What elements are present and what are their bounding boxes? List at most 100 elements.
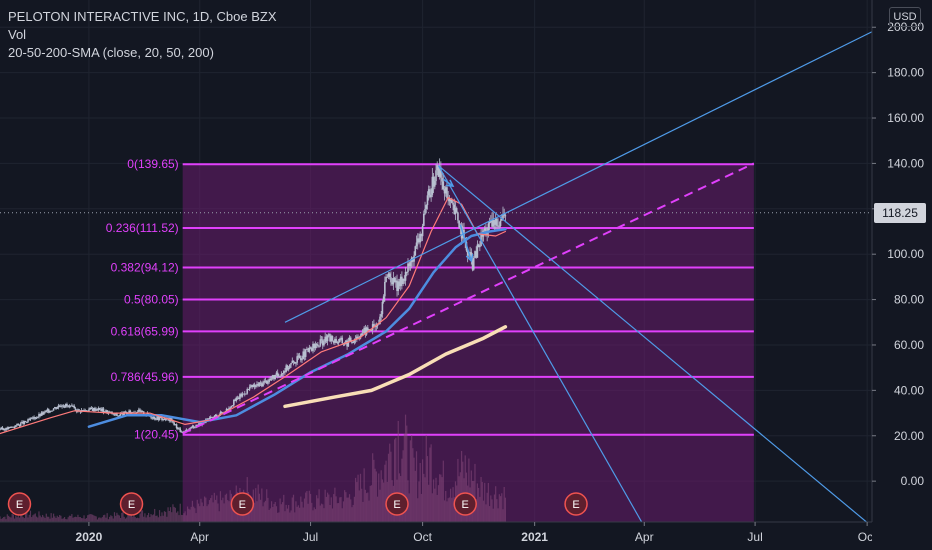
time-axis-label: Jul bbox=[303, 530, 318, 544]
volume-bar bbox=[118, 515, 120, 522]
volume-bar bbox=[393, 439, 396, 522]
earnings-marker[interactable]: E bbox=[119, 492, 144, 516]
volume-bar bbox=[462, 461, 464, 522]
volume-bar bbox=[311, 502, 313, 522]
volume-bar bbox=[17, 513, 19, 522]
volume-bar bbox=[207, 504, 209, 522]
candle-body bbox=[237, 397, 240, 399]
volume-bar bbox=[328, 494, 330, 522]
volume-bar bbox=[307, 503, 309, 522]
earnings-badge[interactable] bbox=[564, 492, 588, 516]
candle-body bbox=[208, 418, 211, 420]
time-axis[interactable]: 2020 Apr Jul Oct 2021 Apr Jul Oct bbox=[0, 521, 932, 550]
trendline[interactable] bbox=[438, 165, 873, 528]
candle-body bbox=[303, 351, 306, 357]
volume-bar bbox=[117, 514, 119, 522]
volume-bar bbox=[156, 515, 158, 522]
drawn-trendlines[interactable] bbox=[182, 31, 873, 528]
candle-body bbox=[449, 199, 452, 202]
volume-bar bbox=[229, 490, 231, 522]
volume-bar bbox=[160, 516, 162, 522]
earnings-marker[interactable]: E bbox=[453, 492, 477, 516]
earnings-marker[interactable]: E bbox=[230, 492, 255, 516]
volume-bar bbox=[55, 517, 57, 522]
earnings-badge[interactable] bbox=[453, 492, 477, 516]
price-axis[interactable]: 200.00180.00160.00140.00120.00100.0080.0… bbox=[871, 0, 932, 550]
volume-indicator-label[interactable]: Vol bbox=[8, 27, 27, 42]
volume-bar bbox=[297, 505, 299, 522]
volume-bar bbox=[474, 463, 476, 522]
candle-body bbox=[25, 421, 28, 423]
earnings-badge[interactable] bbox=[230, 492, 255, 516]
volume-bar bbox=[35, 516, 38, 522]
candle-body bbox=[502, 213, 504, 219]
arrow-line[interactable] bbox=[459, 224, 473, 262]
candle-body bbox=[194, 426, 196, 428]
volume-bar bbox=[319, 505, 321, 522]
volume-bar bbox=[261, 488, 263, 522]
volume-bar bbox=[279, 498, 281, 522]
candle-body bbox=[291, 360, 294, 363]
volume-bar bbox=[323, 508, 325, 522]
earnings-badge[interactable] bbox=[7, 492, 32, 516]
candle-body bbox=[257, 384, 259, 386]
volume-bar bbox=[290, 510, 292, 522]
volume-bar bbox=[38, 511, 40, 522]
currency-button[interactable]: USD bbox=[889, 7, 921, 27]
chart-title[interactable]: PELOTON INTERACTIVE INC, 1D, Cboe BZX bbox=[8, 9, 277, 24]
volume-bar bbox=[146, 515, 148, 522]
candle-body bbox=[200, 422, 202, 425]
candle-body bbox=[19, 423, 22, 426]
dashed-trendline[interactable] bbox=[182, 162, 755, 435]
candle-body bbox=[28, 419, 31, 421]
earnings-badge[interactable] bbox=[119, 492, 144, 516]
trendline[interactable] bbox=[437, 165, 645, 527]
candle-body bbox=[174, 424, 177, 426]
earnings-marker[interactable]: E bbox=[7, 492, 32, 516]
candle-body bbox=[503, 213, 506, 216]
volume-bar bbox=[163, 511, 166, 522]
volume-bar bbox=[341, 508, 343, 522]
candle-body bbox=[49, 410, 51, 413]
candle-body bbox=[51, 410, 54, 412]
volume-bar bbox=[138, 518, 140, 522]
candle-body bbox=[499, 220, 502, 226]
volume-bar bbox=[178, 515, 180, 522]
candle-body bbox=[347, 340, 350, 347]
candle-body bbox=[21, 421, 23, 424]
time-axis-background bbox=[0, 522, 932, 550]
earnings-badge[interactable] bbox=[385, 492, 409, 516]
candle-body bbox=[178, 428, 180, 430]
sma-indicator-label[interactable]: 20-50-200-SMA (close, 20, 50, 200) bbox=[8, 45, 214, 60]
volume-bar bbox=[111, 516, 113, 522]
arrow-line[interactable] bbox=[442, 178, 454, 187]
earnings-marker[interactable]: E bbox=[564, 492, 588, 516]
time-axis-label: 2021 bbox=[521, 530, 548, 544]
candle-body bbox=[34, 417, 37, 419]
candle-body bbox=[245, 393, 247, 395]
volume-bar bbox=[355, 477, 357, 522]
volume-bar bbox=[286, 508, 289, 522]
candle-body bbox=[16, 423, 18, 426]
candle-body bbox=[69, 405, 72, 407]
volume-bar bbox=[442, 460, 444, 522]
candle-body bbox=[97, 407, 100, 411]
earnings-marker[interactable]: E bbox=[385, 492, 409, 516]
volume-bar bbox=[83, 515, 85, 522]
volume-bar bbox=[45, 513, 47, 522]
volume-bar bbox=[437, 485, 440, 522]
candle-body bbox=[36, 416, 39, 418]
candle-body bbox=[336, 342, 339, 344]
volume-bar bbox=[486, 492, 488, 522]
candle-body bbox=[72, 406, 74, 408]
volume-bar bbox=[447, 498, 449, 522]
volume-bar bbox=[251, 503, 253, 522]
volume-bar bbox=[389, 443, 391, 522]
volume-bar bbox=[262, 506, 264, 522]
candle-body bbox=[13, 427, 16, 429]
trendline[interactable] bbox=[284, 31, 873, 323]
candle-body bbox=[5, 427, 7, 431]
